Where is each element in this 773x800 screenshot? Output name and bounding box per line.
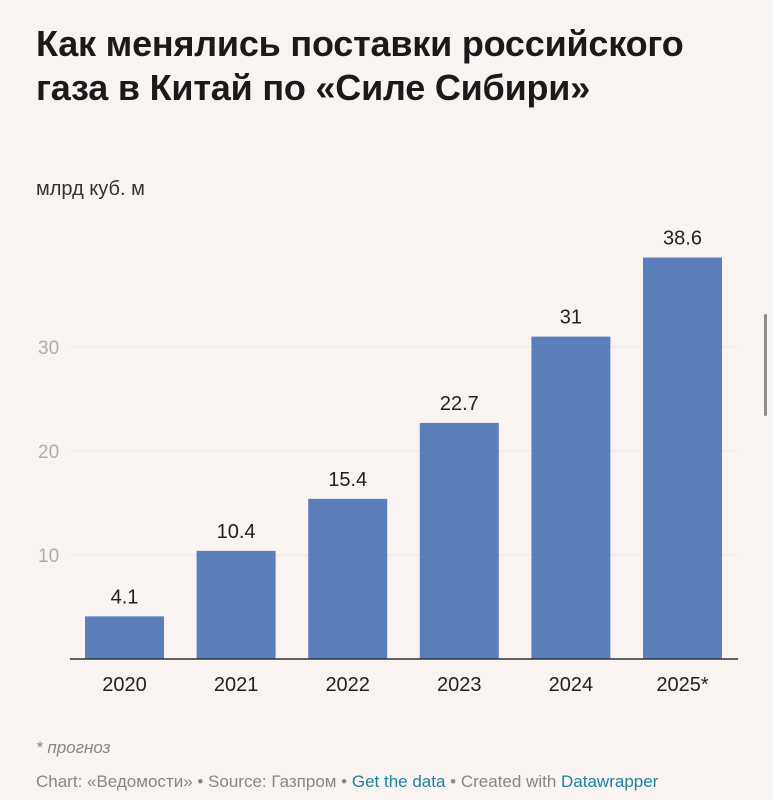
value-label-2: 15.4	[328, 469, 367, 491]
value-label-0: 4.1	[111, 586, 139, 608]
y-tick-label-30: 30	[38, 338, 59, 359]
bar-1	[196, 550, 276, 659]
datawrapper-link[interactable]: Datawrapper	[561, 772, 659, 791]
chart-subtitle: млрд куб. м	[36, 178, 145, 200]
bar-2	[308, 498, 388, 659]
value-label-4: 31	[560, 307, 582, 329]
x-tick-label-4: 2024	[549, 674, 594, 696]
footer-created-with: • Created with	[445, 772, 562, 791]
bar-3	[419, 422, 499, 659]
get-the-data-link[interactable]: Get the data	[351, 772, 446, 791]
chart-footer: Chart: «Ведомости» • Source: Газпром • G…	[36, 772, 658, 792]
x-tick-label-1: 2021	[214, 674, 259, 696]
bar-5	[643, 257, 722, 659]
value-label-1: 10.4	[217, 521, 256, 543]
x-tick-label-0: 2020	[102, 674, 147, 696]
value-label-3: 22.7	[440, 393, 479, 415]
chart-title: Как менялись поставки российского газа в…	[36, 23, 684, 108]
bar-chart: 10 20 30 4.1 2020 10.4 2021 15.4 2022 22.7 2023 31 2…	[38, 228, 738, 696]
x-tick-label-5: 2025*	[656, 674, 708, 696]
forecast-note: * прогноз	[36, 738, 111, 757]
x-tick-label-2: 2022	[325, 674, 370, 696]
x-tick-label-3: 2023	[437, 674, 482, 696]
y-tick-label-10: 10	[38, 546, 59, 567]
scrollbar-thumb[interactable]	[764, 314, 767, 416]
value-label-5: 38.6	[663, 228, 702, 250]
bar-4	[531, 336, 611, 659]
bar-0	[85, 616, 164, 659]
y-tick-label-20: 20	[38, 442, 59, 463]
footer-credits: Chart: «Ведомости» • Source: Газпром •	[36, 772, 352, 791]
